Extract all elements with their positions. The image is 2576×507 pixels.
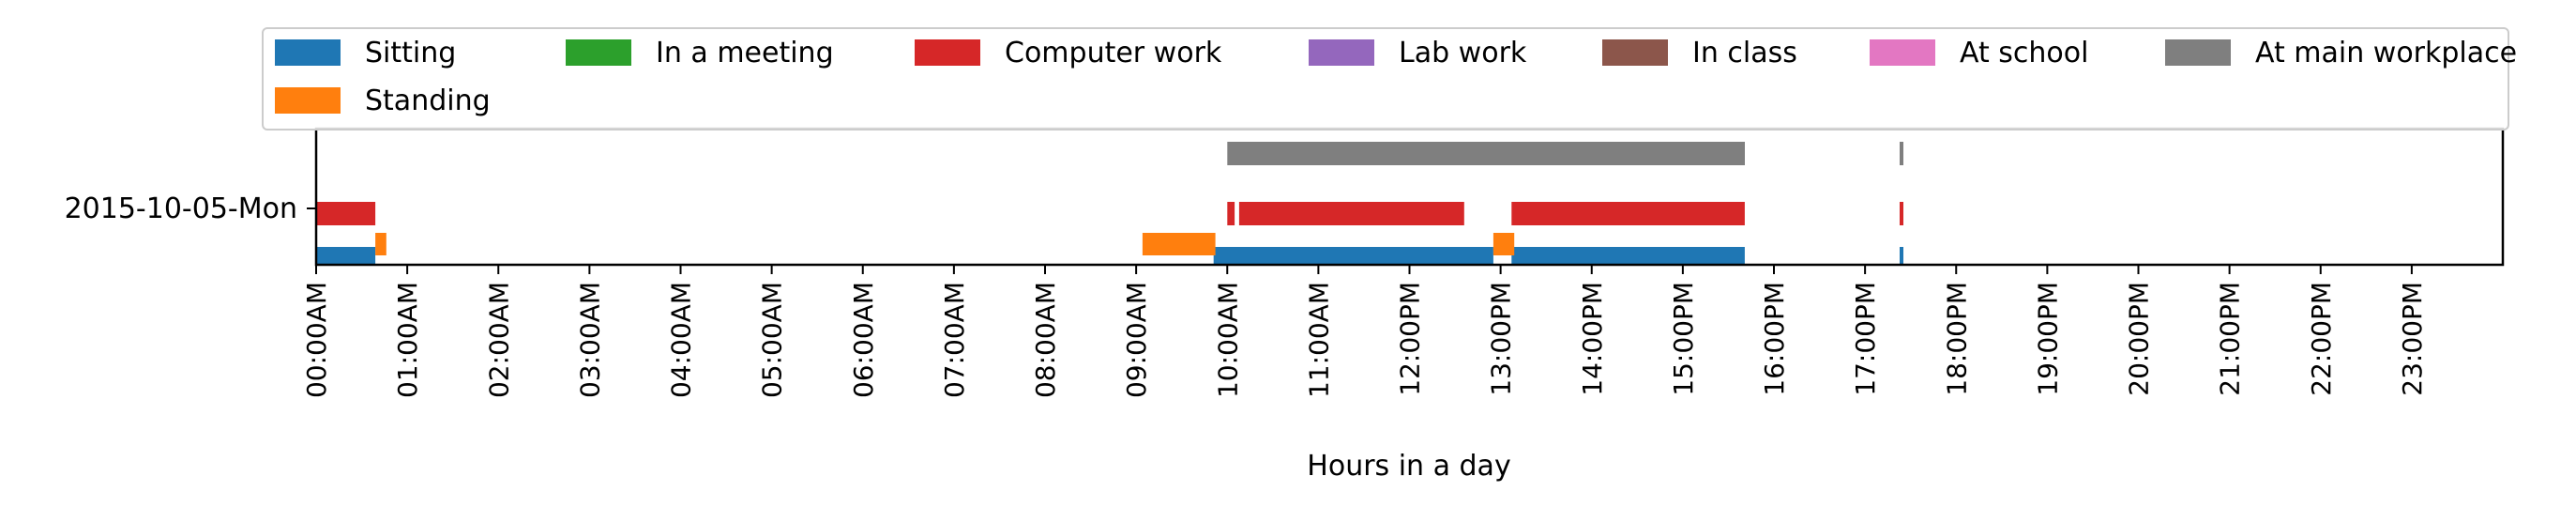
x-tick-label: 13:00PM [1486,282,1517,396]
bar-standing [1493,233,1515,255]
x-tick-label: 09:00AM [1121,282,1152,398]
bar-computer-work [1227,202,1235,225]
bar-at-main-workplace [1227,142,1745,165]
x-tick-label: 14:00PM [1577,282,1608,396]
x-tick-label: 23:00PM [2397,282,2428,396]
y-tick-label: 2015-10-05-Mon [65,192,297,225]
x-tick-label: 04:00AM [666,282,697,398]
x-tick-label: 20:00PM [2124,282,2155,396]
x-tick-label: 16:00PM [1759,282,1790,396]
x-tick-label: 12:00PM [1395,282,1426,396]
x-tick-label: 18:00PM [1941,282,1972,396]
legend-swatch-in-a-meeting [566,39,631,66]
bar-sitting [316,247,376,266]
x-axis-label: Hours in a day [1307,450,1510,483]
x-tick-label: 07:00AM [939,282,970,398]
bar-standing [1142,233,1216,255]
legend-label-computer-work: Computer work [1005,37,1222,69]
x-tick-label: 06:00AM [848,282,879,398]
x-tick-label: 03:00AM [574,282,605,398]
legend-swatch-at-main-workplace [2165,39,2231,66]
legend: Sitting In a meeting Computer work Lab work… [262,27,2517,131]
legend-label-sitting: Sitting [365,37,456,69]
x-tick-label: 22:00PM [2306,282,2337,396]
bar-computer-work [1511,202,1745,225]
bar-computer-work [1238,202,1464,225]
x-tick-label: 11:00AM [1303,282,1334,398]
legend-swatch-in-class [1602,39,1668,66]
legend-swatch-sitting [275,39,341,66]
legend-label-standing: Standing [365,84,491,117]
x-tick-label: 02:00AM [483,282,514,398]
plot-area [316,142,1903,266]
axes: 00:00AM 01:00AM 02:00AM 03:00AM 04:00AM 05:00… [65,127,2505,398]
x-tick-label: 05:00AM [757,282,788,398]
legend-label-in-a-meeting: In a meeting [656,37,834,69]
legend-swatch-lab-work [1309,39,1374,66]
x-tick-label: 00:00AM [301,282,332,398]
legend-label-in-class: In class [1692,37,1797,69]
legend-swatch-standing [275,87,341,114]
x-tick-label: 17:00PM [1850,282,1881,396]
bar-at-main-workplace [1900,142,1903,165]
legend-swatch-computer-work [915,39,980,66]
legend-frame [262,27,2509,131]
bar-sitting [1213,247,1493,266]
x-tick-label: 10:00AM [1212,282,1243,398]
legend-label-at-school: At school [1960,37,2088,69]
bar-computer-work [1900,202,1903,225]
legend-swatch-at-school [1870,39,1935,66]
x-tick-label: 15:00PM [1668,282,1699,396]
legend-label-at-main-workplace: At main workplace [2255,37,2517,69]
x-tick-label: 01:00AM [392,282,423,398]
bar-sitting [1511,247,1745,266]
bar-standing [375,233,386,255]
bar-sitting [1900,247,1903,266]
bar-computer-work [316,202,376,225]
legend-label-lab-work: Lab work [1399,37,1527,69]
x-tick-label: 08:00AM [1030,282,1061,398]
x-tick-label: 21:00PM [2215,282,2246,396]
x-tick-label: 19:00PM [2032,282,2063,396]
